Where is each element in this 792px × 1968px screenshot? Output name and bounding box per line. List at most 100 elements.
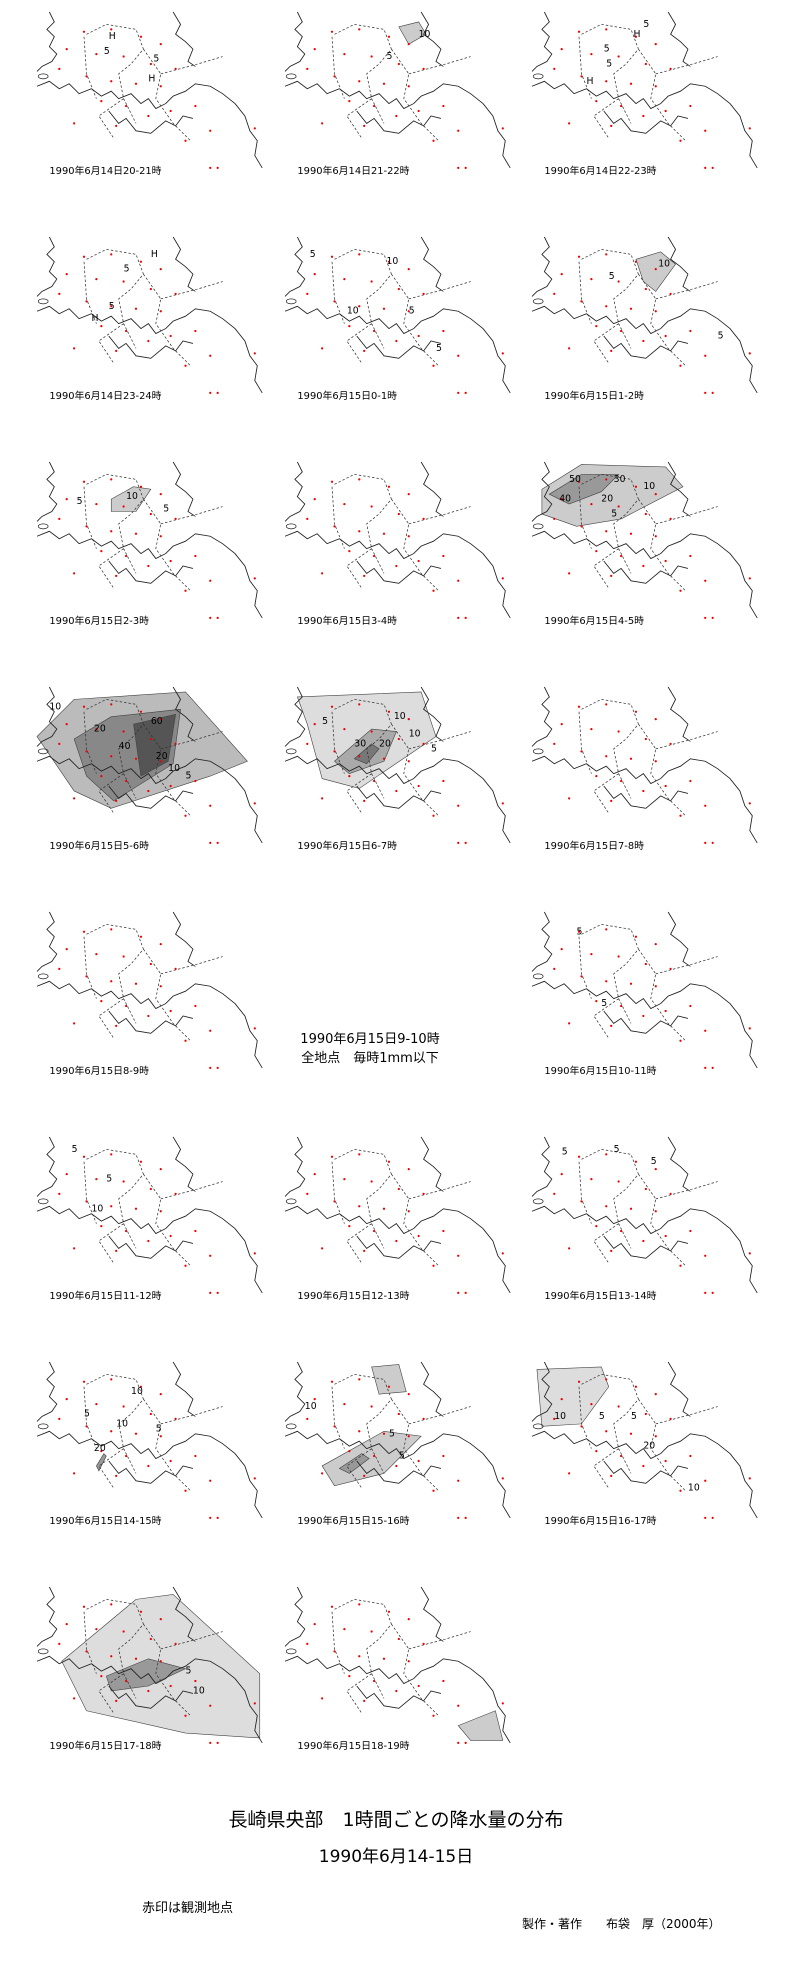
contour-label: 10 xyxy=(386,256,398,267)
panel-caption: 1990年6月15日2-3時 xyxy=(49,614,149,627)
contour-label: 10 xyxy=(643,481,655,492)
contour-label: 50 xyxy=(569,474,581,485)
contour-label: H xyxy=(91,313,98,324)
contour-label: 5 xyxy=(431,743,437,754)
panel-caption: 1990年6月15日18-19時 xyxy=(297,1739,409,1752)
contour-label: 5 xyxy=(104,46,110,57)
contour-label: 30 xyxy=(354,738,366,749)
base-map xyxy=(531,11,758,170)
contour-label: 5 xyxy=(609,271,615,282)
rain-area xyxy=(635,251,676,292)
panel-caption: 1990年6月15日6-7時 xyxy=(297,839,397,852)
contour-label: 10 xyxy=(409,729,421,740)
contour-label: 20 xyxy=(94,724,106,735)
panel-grid: H55H1990年6月14日20-21時1051990年6月14日21-22時5… xyxy=(36,11,758,1752)
panel-caption: 1990年6月15日1-2時 xyxy=(544,389,644,402)
panel-caption: 1990年6月15日14-15時 xyxy=(49,1514,161,1527)
contour-label: 5 xyxy=(72,1144,78,1155)
base-map xyxy=(36,1361,263,1520)
base-map xyxy=(36,236,263,395)
contour-label: 5 xyxy=(106,1174,112,1185)
contour-label: 5 xyxy=(631,1411,637,1422)
rain-area xyxy=(398,21,427,45)
contour-label: 5 xyxy=(562,1146,568,1157)
contour-label: H xyxy=(148,73,155,84)
note-panel: 1990年6月15日9-10時 全地点 毎時1mm以下 xyxy=(300,1032,439,1066)
map-panel: 1990年6月15日3-4時 xyxy=(284,461,511,627)
contour-label: 10 xyxy=(126,491,138,502)
rain-area xyxy=(96,1453,107,1472)
map-panel: 10 5 30 20 10 5 1990年6月15日6-7時 xyxy=(284,686,511,852)
contour-label: 20 xyxy=(379,738,391,749)
contour-label: H xyxy=(586,76,593,87)
rain-area xyxy=(353,743,380,765)
contour-label: 10 xyxy=(116,1418,128,1429)
contour-label: 5 xyxy=(651,1156,657,1167)
contour-label: 40 xyxy=(119,741,131,752)
map-panel: 5 5 1990年6月15日10-11時 xyxy=(531,911,758,1077)
contour-label: 5 xyxy=(643,19,649,30)
contour-label: H xyxy=(151,249,158,260)
contour-label: 20 xyxy=(94,1443,106,1454)
note-line: 全地点 毎時1mm以下 xyxy=(301,1050,439,1066)
contour-label: 10 xyxy=(347,306,359,317)
footer-credit: 製作・著作 布袋 厚（2000年） xyxy=(522,1917,721,1931)
contour-label: 40 xyxy=(559,494,571,505)
base-map xyxy=(531,911,758,1070)
rain-area xyxy=(548,474,620,505)
map-panel: 10 5 5 20 10 1990年6月15日16-17時 xyxy=(531,1361,758,1527)
contour-label: 20 xyxy=(156,751,168,762)
contour-label: 10 xyxy=(305,1401,317,1412)
contour-label: 10 xyxy=(688,1483,700,1494)
contour-label: 5 xyxy=(322,716,328,727)
contour-label: 10 xyxy=(394,711,406,722)
contour-label: 10 xyxy=(168,763,180,774)
contour-label: 10 xyxy=(193,1685,205,1696)
contour-label: 5 xyxy=(409,306,415,317)
panel-caption: 1990年6月15日5-6時 xyxy=(49,839,149,852)
contour-label: H xyxy=(633,29,640,40)
contour-label: 5 xyxy=(389,1428,395,1439)
contour-label: 30 xyxy=(614,474,626,485)
base-map xyxy=(36,461,263,620)
panel-caption: 1990年6月15日17-18時 xyxy=(49,1739,161,1752)
rain-area xyxy=(457,1710,504,1741)
panel-caption: 1990年6月15日3-4時 xyxy=(297,614,397,627)
base-map xyxy=(284,1136,511,1295)
panel-caption: 1990年6月14日23-24時 xyxy=(49,389,161,402)
base-map xyxy=(284,11,511,170)
contour-label: 60 xyxy=(151,716,163,727)
contour-label: 5 xyxy=(399,1451,405,1462)
contour-label: 5 xyxy=(577,926,583,937)
map-panel: 1990年6月15日18-19時 xyxy=(284,1586,511,1752)
map-panel: 1990年6月15日7-8時 xyxy=(531,686,758,852)
contour-label: 5 xyxy=(156,1423,162,1434)
panel-caption: 1990年6月15日0-1時 xyxy=(297,389,397,402)
contour-label: 5 xyxy=(186,771,192,782)
map-panel: 10 5 5 1990年6月15日2-3時 xyxy=(36,461,263,627)
map-panel: 10 5 5 1990年6月15日1-2時 xyxy=(531,236,758,402)
contour-label: 5 xyxy=(77,496,83,507)
map-panel: 10 5 10 20 5 1990年6月15日14-15時 xyxy=(36,1361,263,1527)
contour-label: 5 xyxy=(611,508,617,519)
panel-caption: 1990年6月15日4-5時 xyxy=(544,614,644,627)
contour-label: 5 xyxy=(153,54,159,65)
panel-caption: 1990年6月15日10-11時 xyxy=(544,1064,656,1077)
contour-label: 5 xyxy=(386,51,392,62)
contour-label: 5 xyxy=(604,44,610,55)
base-map xyxy=(531,686,758,845)
contour-label: 5 xyxy=(614,1144,620,1155)
contour-label: 5 xyxy=(436,343,442,354)
panel-caption: 1990年6月15日8-9時 xyxy=(49,1064,149,1077)
base-map xyxy=(36,11,263,170)
panel-caption: 1990年6月15日15-16時 xyxy=(297,1514,409,1527)
footer-legend: 赤印は観測地点 xyxy=(142,1901,233,1916)
panel-caption: 1990年6月15日12-13時 xyxy=(297,1289,409,1302)
rain-area xyxy=(110,486,152,512)
contour-label: 10 xyxy=(131,1386,143,1397)
base-map xyxy=(284,461,511,620)
map-panel: 50 30 10 40 20 5 1990年6月15日4-5時 xyxy=(531,461,758,627)
